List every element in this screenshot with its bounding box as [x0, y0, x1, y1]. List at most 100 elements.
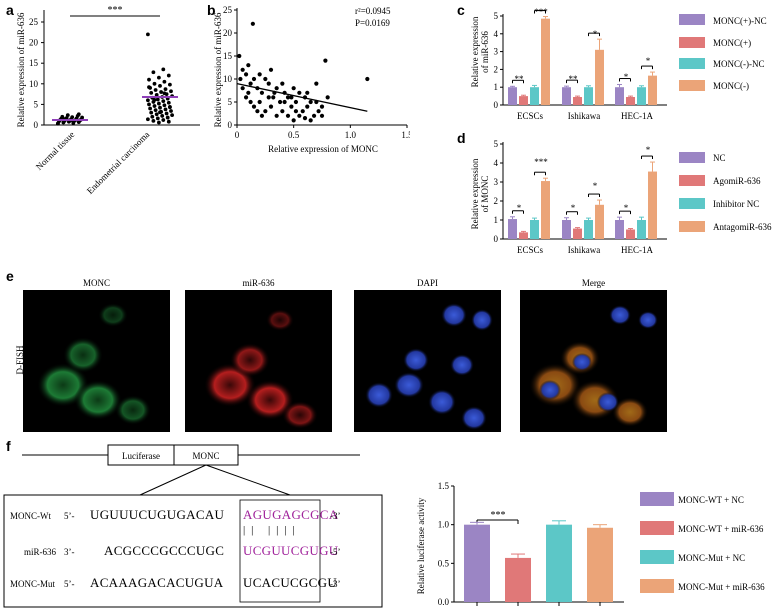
panel-b-ytick-label: 10: [223, 74, 233, 84]
panel-b-point: [297, 90, 302, 95]
panel-f-ylabel: Relative luciferase activity: [416, 497, 426, 594]
panel-b-point: [266, 81, 271, 86]
panel-b-point: [280, 81, 285, 86]
panel-a-point: [161, 118, 166, 122]
panel-c-group-hec1a: HEC-1A: [621, 111, 653, 121]
panel-b-point: [240, 67, 245, 72]
fish-title-mir636: miR-636: [242, 278, 275, 288]
legend-swatch: [640, 492, 674, 506]
legend-label: AgomiR-636: [713, 176, 761, 186]
panel-a-point: [76, 112, 81, 117]
panel-b-point: [248, 81, 253, 86]
panel-c-sig: **: [569, 74, 579, 84]
panel-b-point: [305, 104, 310, 109]
panel-label-e: e: [6, 268, 14, 284]
panel-b-point: [293, 99, 299, 105]
panel-b-point: [293, 109, 299, 114]
panel-a-point: [157, 101, 161, 106]
panel-a-point: [151, 118, 156, 123]
panel-d-sig: *: [593, 181, 598, 191]
fish-title-dapi: DAPI: [416, 278, 438, 288]
panel-a-point: [169, 89, 173, 94]
panel-d-ylabel-2: of MONC: [480, 176, 490, 213]
seq-end-mir: -5’: [330, 547, 341, 557]
legend-label: MONC-Mut + NC: [678, 553, 745, 563]
panel-d-ylabel-1: Relative expression: [470, 158, 480, 229]
panel-b-xtick-label: 1.0: [345, 130, 357, 140]
panel-a-point: [80, 115, 84, 120]
panel-a-point: [169, 109, 173, 113]
panel-d-bar: [508, 219, 517, 239]
panel-c-sig: *: [624, 72, 629, 82]
panel-a-point: [170, 113, 175, 118]
panel-d-bar: [530, 220, 539, 239]
panel-a-point: [163, 107, 168, 112]
panel-b-ylabel: Relative expression of miR-636: [213, 12, 223, 127]
panel-d-group-ishikawa: Ishikawa: [568, 245, 601, 255]
panel-a-point: [168, 105, 172, 110]
panel-a-point: [162, 79, 167, 84]
panel-a-sig: ***: [108, 5, 123, 16]
panel-c-sig: *: [593, 29, 598, 39]
construct-zoom-left: [139, 464, 207, 496]
panel-b-point: [268, 104, 274, 109]
panel-b-point: [285, 113, 291, 118]
panel-c-ytick-label: 4: [494, 29, 499, 39]
panel-a-point: [155, 116, 160, 121]
panel-f-chart: Relative luciferase activity *** 0.0 0.5 1…: [416, 481, 765, 607]
panel-f-ytick-label: 1.5: [438, 481, 450, 491]
panel-f-bar: [505, 557, 531, 602]
panel-d-sig: *: [646, 145, 651, 155]
panel-a-point: [147, 102, 151, 107]
panel-a-point: [147, 77, 151, 82]
panel-d-sig: ***: [534, 157, 548, 167]
panel-b-point: [268, 67, 274, 72]
panel-a-point: [159, 90, 164, 94]
panel-a-point: [161, 67, 166, 72]
legend-label: MONC-Mut + miR-636: [678, 582, 765, 592]
panel-d-chart: Relative expression of MONC ECSCs Ishika…: [470, 139, 772, 255]
panel-a-point: [149, 90, 154, 95]
panel-d-group-ecscs: ECSCs: [517, 245, 544, 255]
panel-a-point: [168, 82, 172, 87]
panel-c-ytick-label: 5: [494, 11, 499, 21]
panel-c-sig: *: [646, 56, 651, 66]
panel-a-point: [65, 113, 70, 118]
panel-c-ylabel-1: Relative expression: [470, 16, 480, 87]
panel-b-point: [255, 109, 260, 114]
panel-a-xtick-ec: Endometrial carcinoma: [85, 129, 152, 196]
panel-d-group-hec1a: HEC-1A: [621, 245, 653, 255]
panel-a-chart: Relative expression of miR-636 *** Norma…: [16, 5, 200, 196]
panel-f-bar: [464, 524, 490, 602]
panel-a-point: [157, 120, 161, 125]
panel-c-legend: MONC(+)-NC MONC(+) MONC(-)-NC MONC(-): [679, 14, 767, 91]
panel-b-point: [291, 118, 296, 123]
panel-d-sig: *: [571, 203, 576, 213]
seq-end-wt: -3’: [330, 511, 341, 521]
panel-b-point: [251, 76, 257, 82]
panel-c-bar: [562, 87, 571, 105]
panel-a-point: [158, 105, 162, 110]
panel-a-point: [150, 114, 155, 119]
panel-c-group-ecscs: ECSCs: [517, 111, 544, 121]
panel-b-point: [257, 72, 262, 77]
panel-c-bar: [615, 87, 624, 105]
panel-b-point: [277, 99, 283, 105]
panel-a-point: [157, 75, 161, 80]
panel-b-point: [319, 113, 325, 118]
panel-a-ytick-label: 10: [29, 79, 39, 89]
panel-a-point: [152, 97, 157, 102]
panel-c-bar: [637, 87, 646, 105]
panel-b-point: [259, 90, 265, 95]
panel-b-point: [289, 104, 294, 109]
panel-b-point: [266, 95, 271, 100]
panel-d-bar: [584, 220, 593, 239]
panel-a-point: [64, 116, 69, 120]
panel-b-point: [308, 118, 313, 123]
panel-b-ytick-label: 20: [223, 28, 233, 38]
legend-swatch: [679, 58, 705, 69]
panel-c-sig: **: [515, 74, 525, 84]
legend-swatch: [679, 37, 705, 48]
panel-b-xtick-label: 1.5: [401, 130, 410, 140]
panel-b-r2: r²=0.0945: [355, 6, 391, 16]
